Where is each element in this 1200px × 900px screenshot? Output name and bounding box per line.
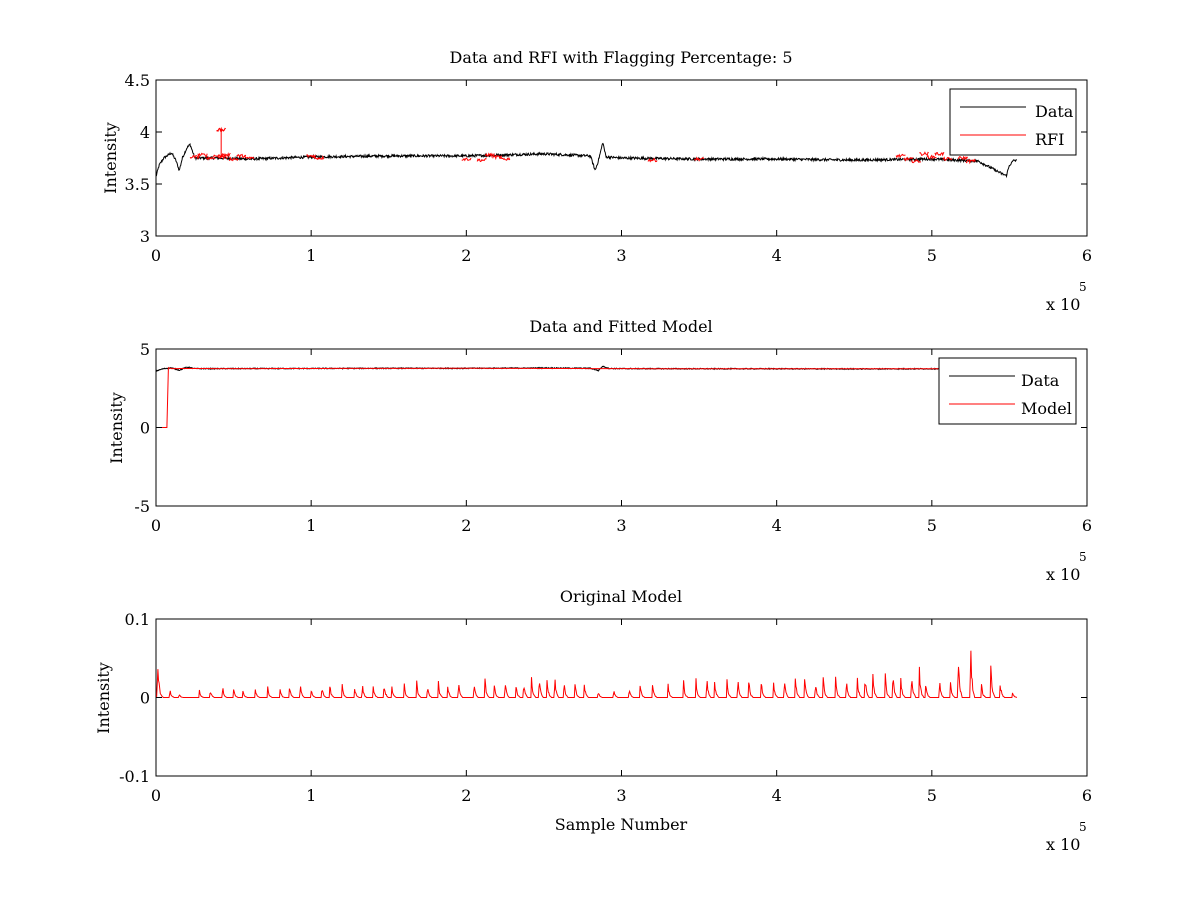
panel-2-ticks: 0 1 2 3 4 5 6-505 xyxy=(134,340,1092,535)
x-tick-label: 0 xyxy=(151,786,161,805)
panel-2-series xyxy=(155,365,1018,428)
panel-1-legend-data-label: Data xyxy=(1035,102,1074,121)
y-tick-label: 0.1 xyxy=(125,610,150,629)
panel-2: Data and Fitted Model 0 1 2 3 4 5 6-505 Intens… xyxy=(107,317,1092,584)
x-tick-label: 6 xyxy=(1082,786,1092,805)
panel-2-axes xyxy=(155,348,1088,507)
x-tick-label: 2 xyxy=(461,516,471,535)
x-tick-label: 3 xyxy=(616,786,626,805)
series-segment-rfi xyxy=(919,151,929,157)
y-tick-label: 3 xyxy=(140,227,150,246)
series-segment-rfi xyxy=(461,157,472,162)
x-tick-label: 2 xyxy=(461,246,471,265)
panel-1-ticks: 0 1 2 3 4 5 6 3 3.5 4 4.5 xyxy=(125,71,1093,265)
series-segment-rfi xyxy=(313,155,325,161)
panel-1-x-exponent-base: x 10 xyxy=(1046,295,1080,314)
series-segment-rfi xyxy=(957,155,968,161)
x-tick-label: 5 xyxy=(927,516,937,535)
series-segment-rfi xyxy=(903,156,914,162)
series-segment-rfi xyxy=(216,126,226,133)
x-tick-label: 4 xyxy=(772,786,782,805)
panel-1-legend-rfi-label: RFI xyxy=(1035,130,1064,149)
panel-3-ylabel: Intensity xyxy=(94,662,113,734)
panel-1-title: Data and RFI with Flagging Percentage: 5 xyxy=(449,48,792,67)
x-tick-label: 5 xyxy=(927,786,937,805)
y-tick-label: 3.5 xyxy=(125,175,150,194)
x-tick-label: 2 xyxy=(461,786,471,805)
x-tick-label: 6 xyxy=(1082,246,1092,265)
series-segment-rfi xyxy=(236,153,247,159)
series-segment-rfi xyxy=(228,156,239,162)
x-tick-label: 3 xyxy=(616,246,626,265)
series-segment-rfi xyxy=(205,156,216,161)
y-tick-label: 4 xyxy=(140,123,150,142)
series-segment-rfi xyxy=(934,151,945,157)
panel-1-x-exponent-power: 5 xyxy=(1079,280,1087,294)
series-segment-rfi xyxy=(926,154,937,160)
x-tick-label: 3 xyxy=(616,516,626,535)
series-segment-rfi xyxy=(647,157,658,163)
series-segment-rfi xyxy=(492,154,503,161)
panel-2-legend-box xyxy=(938,357,1077,425)
panel-1-legend: Data RFI xyxy=(949,88,1077,156)
series-line-model xyxy=(156,367,1018,428)
panel-1-ylabel: Intensity xyxy=(101,122,120,194)
x-tick-label: 4 xyxy=(772,246,782,265)
series-segment-rfi xyxy=(220,152,231,158)
series-segment-rfi xyxy=(244,156,255,160)
series-segment-rfi xyxy=(942,156,953,162)
panel-3-x-exponent-base: x 10 xyxy=(1046,835,1080,854)
panel-3-xlabel: Sample Number xyxy=(555,815,688,834)
panel-1: Data and RFI with Flagging Percentage: 5… xyxy=(101,48,1092,314)
panel-2-legend-data-label: Data xyxy=(1021,371,1060,390)
panel-2-title: Data and Fitted Model xyxy=(529,317,712,336)
y-tick-label: -0.1 xyxy=(119,767,150,786)
panel-1-legend-box xyxy=(949,88,1077,156)
y-tick-label: 5 xyxy=(140,340,150,359)
panel-2-legend: Data Model xyxy=(938,357,1077,425)
series-segment-rfi xyxy=(965,158,976,165)
panel-2-legend-model-label: Model xyxy=(1021,399,1072,418)
panel-3-x-exponent-power: 5 xyxy=(1079,820,1087,834)
series-line-original-model xyxy=(156,650,1018,698)
y-tick-label: 4.5 xyxy=(125,71,150,90)
y-tick-label: -5 xyxy=(134,497,150,516)
x-tick-label: 5 xyxy=(927,246,937,265)
series-segment-rfi xyxy=(217,154,228,160)
series-segment-rfi xyxy=(693,156,705,162)
panel-1-series xyxy=(155,126,1018,179)
x-tick-label: 0 xyxy=(151,516,161,535)
x-tick-label: 1 xyxy=(306,786,316,805)
series-segment-rfi xyxy=(911,158,922,164)
panel-2-x-exponent-power: 5 xyxy=(1079,550,1087,564)
series-segment-rfi xyxy=(189,155,200,160)
series-segment-rfi xyxy=(484,152,495,158)
panel-3-series xyxy=(156,650,1018,698)
panel-3-title: Original Model xyxy=(560,587,682,606)
series-segment-rfi xyxy=(500,156,511,161)
panel-3: Original Model 0 1 2 3 4 5 6-0.100.1 Intensity… xyxy=(94,587,1092,854)
panel-2-x-exponent-base: x 10 xyxy=(1046,565,1080,584)
series-line-data xyxy=(155,142,1018,179)
series-segment-rfi xyxy=(476,158,487,163)
x-tick-label: 1 xyxy=(306,516,316,535)
series-segment-rfi xyxy=(197,152,208,158)
x-tick-label: 1 xyxy=(306,246,316,265)
x-tick-label: 6 xyxy=(1082,516,1092,535)
y-tick-label: 0 xyxy=(140,419,150,438)
x-tick-label: 4 xyxy=(772,516,782,535)
x-tick-label: 0 xyxy=(151,246,161,265)
panel-2-ylabel: Intensity xyxy=(107,392,126,464)
panel-3-ticks: 0 1 2 3 4 5 6-0.100.1 xyxy=(119,610,1092,805)
series-segment-rfi xyxy=(895,153,906,159)
y-tick-label: 0 xyxy=(140,689,150,708)
